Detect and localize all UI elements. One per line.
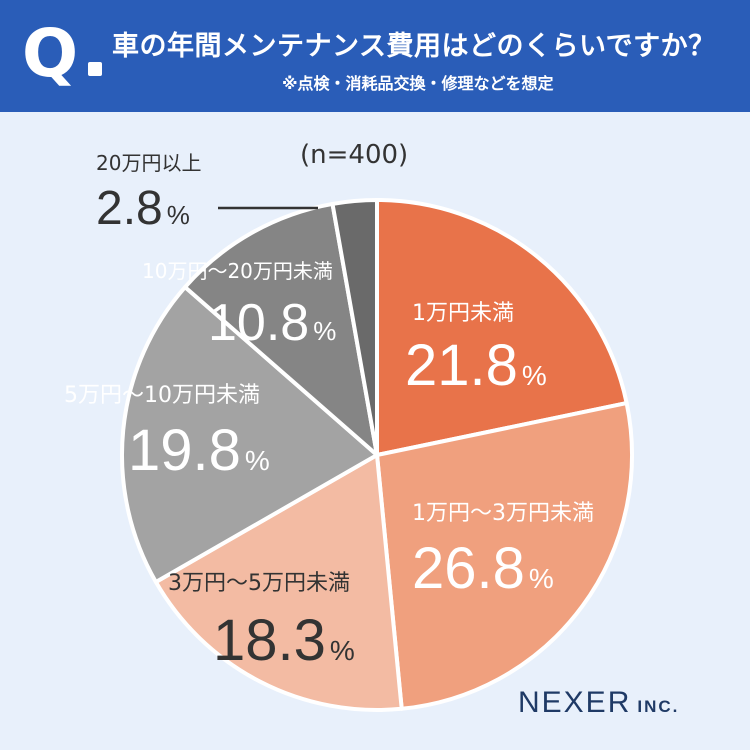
slice-value-number-3: 18.3	[213, 608, 326, 673]
slice-value-unit-1: %	[522, 360, 547, 391]
pie-slice-1	[375, 198, 629, 457]
slice-label-1: 1万円未満	[412, 301, 514, 326]
slice-value-1: 21.8%	[405, 333, 547, 398]
slice-value-number-5: 10.8	[208, 294, 309, 352]
pie-slice-3	[153, 453, 404, 712]
slice-value-unit-4: %	[245, 445, 270, 476]
pie-slice-5	[183, 201, 379, 457]
page-subtitle: ※点検・消耗品交換・修理などを想定	[282, 74, 554, 93]
slice-value-5: 10.8%	[208, 294, 336, 352]
slice-label-3: 3万円～5万円未満	[168, 571, 350, 596]
logo: NEXER INC.	[518, 686, 679, 720]
slice-value-unit-3: %	[330, 635, 355, 666]
slice-label-2: 1万円～3万円未満	[412, 501, 594, 526]
logo-name: NEXER	[518, 686, 632, 719]
slice-value-3: 18.3%	[213, 608, 355, 673]
header-banner: Q 車の年間メンテナンス費用はどのくらいですか？ ※点検・消耗品交換・修理などを…	[0, 0, 750, 112]
slice-value-unit-5: %	[313, 316, 336, 346]
slice-label-6: 20万円以上	[96, 151, 201, 175]
slice-value-4: 19.8%	[128, 418, 270, 483]
slice-value-number-4: 19.8	[128, 418, 241, 483]
page-title: 車の年間メンテナンス費用はどのくらいですか？	[112, 31, 716, 62]
logo-suffix: INC.	[637, 697, 680, 716]
slice-value-unit-6: %	[167, 200, 190, 230]
pie-slice-6	[330, 198, 379, 457]
pie-slice-4	[120, 285, 379, 585]
sample-size: (n=400)	[300, 140, 409, 170]
slice-value-number-2: 26.8	[412, 536, 525, 601]
slice-value-unit-2: %	[529, 563, 554, 594]
slice-value-number-6: 2.8	[96, 182, 163, 235]
slice-value-number-1: 21.8	[405, 333, 518, 398]
q-dot	[88, 62, 102, 76]
slice-value-2: 26.8%	[412, 536, 554, 601]
slice-value-6: 2.8%	[96, 182, 190, 235]
q-mark: Q	[22, 15, 79, 92]
slice-label-4: 5万円～10万円未満	[64, 383, 260, 408]
pie-slice-2	[375, 401, 634, 711]
slice-label-5: 10万円～20万円未満	[142, 259, 333, 283]
